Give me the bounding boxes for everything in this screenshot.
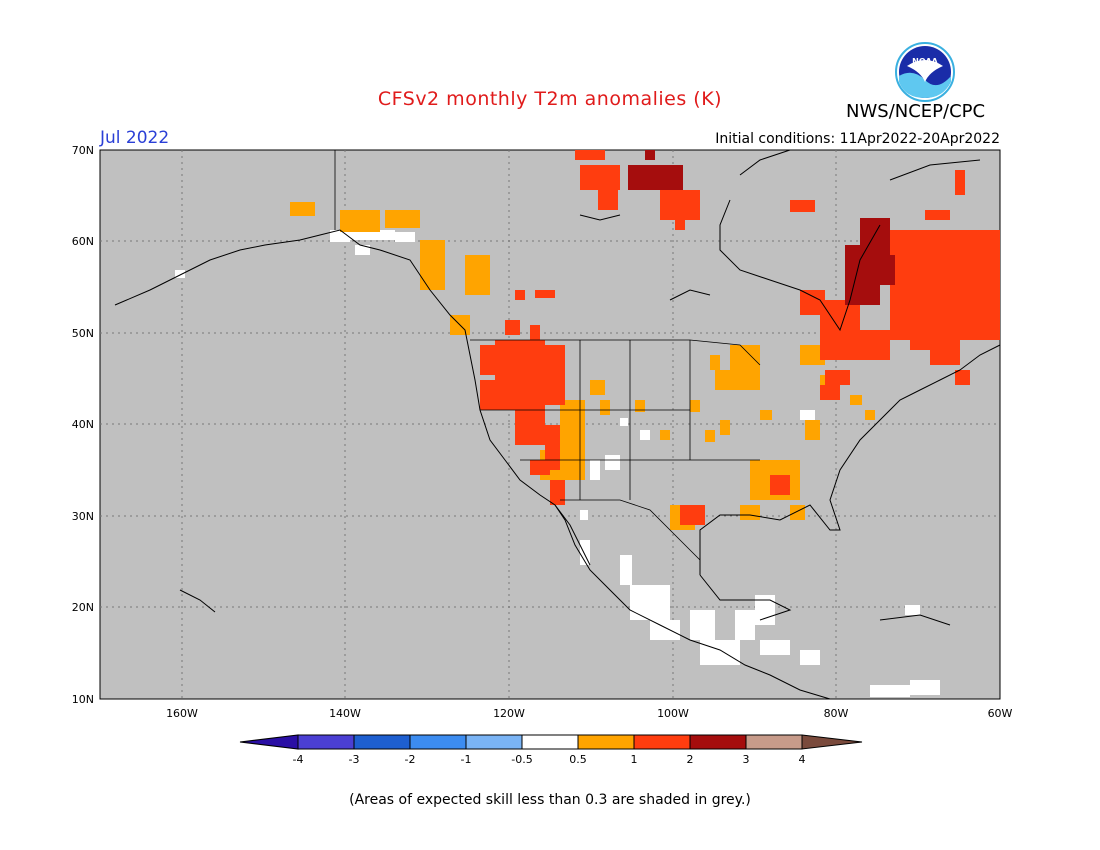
lon-label: 80W <box>824 707 849 720</box>
lon-label: 100W <box>657 707 689 720</box>
legend-tick-label: -0.5 <box>511 753 532 766</box>
map-title: CFSv2 monthly T2m anomalies (K) <box>377 88 723 110</box>
anomaly-orange <box>290 202 875 530</box>
legend-arrow-right <box>801 734 863 750</box>
lon-label: 160W <box>166 707 198 720</box>
lon-label: 120W <box>493 707 525 720</box>
lat-label: 30N <box>72 510 94 523</box>
legend-swatch <box>465 734 523 750</box>
lon-label: 140W <box>329 707 361 720</box>
legend-swatch <box>577 734 635 750</box>
legend-swatch <box>689 734 747 750</box>
legend-swatch <box>297 734 355 750</box>
lon-axis-labels: 160W 140W 120W 100W 80W 60W <box>166 707 1012 720</box>
anomaly-red <box>480 150 1000 525</box>
legend-swatch <box>521 734 579 750</box>
svg-text:NOAA: NOAA <box>912 57 938 66</box>
lat-label: 70N <box>72 144 94 157</box>
color-legend: -4 -3 -2 -1 -0.5 0.5 1 2 3 4 <box>239 734 863 766</box>
legend-tick-label: 1 <box>631 753 638 766</box>
legend-swatch <box>633 734 691 750</box>
legend-tick-label: -2 <box>405 753 416 766</box>
forecast-month: Jul 2022 <box>100 128 170 148</box>
legend-tick-label: -3 <box>349 753 360 766</box>
lat-label: 20N <box>72 601 94 614</box>
lon-label: 60W <box>988 707 1013 720</box>
legend-arrow-left <box>239 734 299 750</box>
legend-swatch <box>353 734 411 750</box>
legend-tick-label: -4 <box>293 753 304 766</box>
lat-label: 40N <box>72 418 94 431</box>
lat-axis-labels: 70N 60N 50N 40N 30N 20N 10N <box>72 144 94 706</box>
legend-tick-label: 0.5 <box>569 753 587 766</box>
footnote: (Areas of expected skill less than 0.3 a… <box>349 792 751 808</box>
lat-label: 60N <box>72 235 94 248</box>
lat-label: 10N <box>72 693 94 706</box>
legend-tick-label: -1 <box>461 753 472 766</box>
noaa-logo: NOAA <box>895 42 955 102</box>
legend-swatch <box>409 734 467 750</box>
legend-tick-label: 2 <box>687 753 694 766</box>
legend-swatch <box>745 734 803 750</box>
boundaries <box>334 150 761 561</box>
initial-conditions: Initial conditions: 11Apr2022-20Apr2022 <box>715 131 1000 147</box>
legend-tick-label: 4 <box>799 753 806 766</box>
lat-label: 50N <box>72 327 94 340</box>
legend-tick-label: 3 <box>743 753 750 766</box>
anomaly-white <box>175 230 940 697</box>
agency-label: NWS/NCEP/CPC <box>846 101 986 122</box>
